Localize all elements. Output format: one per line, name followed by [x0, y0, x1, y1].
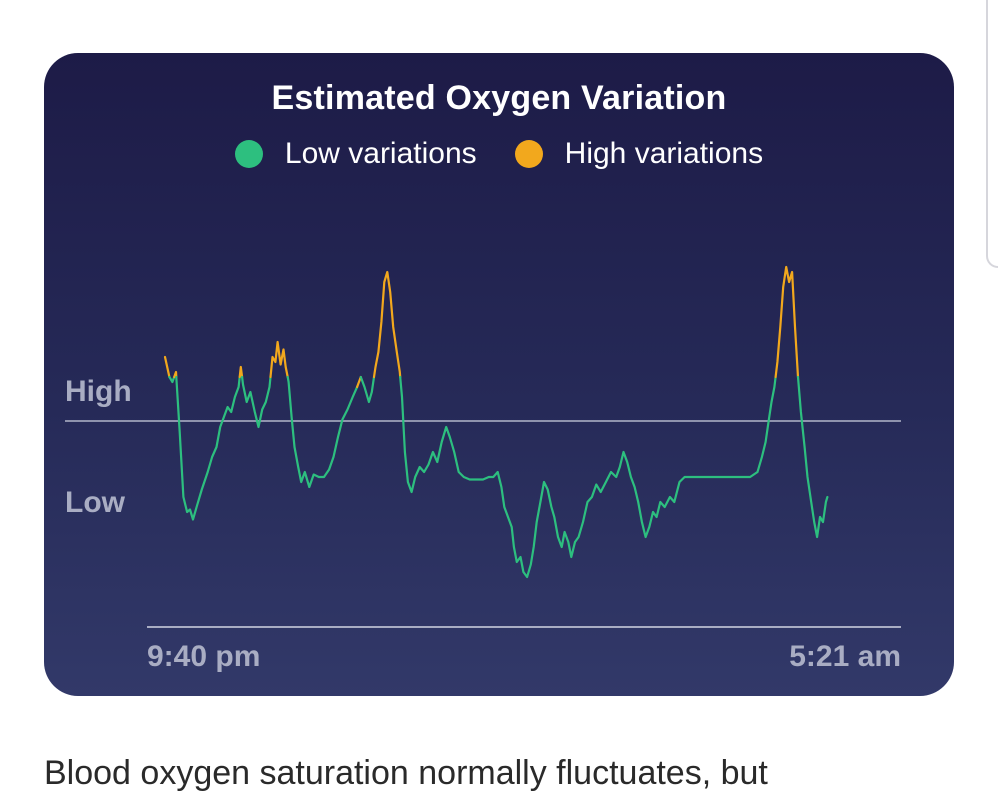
- series-high-segment-4: [238, 365, 244, 379]
- series-high-segment-6: [269, 340, 289, 379]
- chart-legend: Low variations High variations: [44, 137, 954, 171]
- scroll-edge-decoration: [986, 0, 998, 268]
- series-low-segment-1: [168, 375, 176, 384]
- series-high-segment-2: [173, 370, 178, 379]
- legend-label-low: Low variations: [284, 137, 477, 170]
- series-low-segment-9: [359, 375, 376, 404]
- series-high-segment-0: [163, 355, 171, 379]
- legend-dot-low: [234, 140, 263, 168]
- series-group: [163, 265, 829, 579]
- series-low-segment-5: [241, 375, 272, 429]
- oxygen-variation-chart: High Low 9:40 pm 5:21 am: [65, 265, 901, 673]
- body-text: Blood oxygen saturation normally fluctua…: [44, 754, 768, 792]
- legend-item-high: High variations: [514, 137, 764, 171]
- y-tick-label-high: High: [65, 375, 132, 408]
- legend-label-high: High variations: [564, 137, 764, 170]
- x-tick-label-end: 5:21 am: [789, 640, 901, 673]
- x-tick-label-start: 9:40 pm: [147, 640, 260, 673]
- oxygen-variation-card: Estimated Oxygen Variation Low variation…: [44, 53, 954, 696]
- series-low-segment-13: [796, 375, 829, 539]
- legend-item-low: Low variations: [234, 137, 477, 171]
- series-high-segment-12: [774, 265, 800, 379]
- series-high-segment-10: [372, 270, 402, 379]
- series-low-segment-7: [286, 375, 359, 489]
- series-low-segment-11: [399, 375, 777, 579]
- series-high-segment-8: [356, 375, 362, 389]
- chart-title: Estimated Oxygen Variation: [271, 79, 727, 117]
- series-low-segment-3: [175, 375, 241, 521]
- legend-dot-high: [514, 140, 543, 168]
- y-tick-label-low: Low: [65, 486, 126, 519]
